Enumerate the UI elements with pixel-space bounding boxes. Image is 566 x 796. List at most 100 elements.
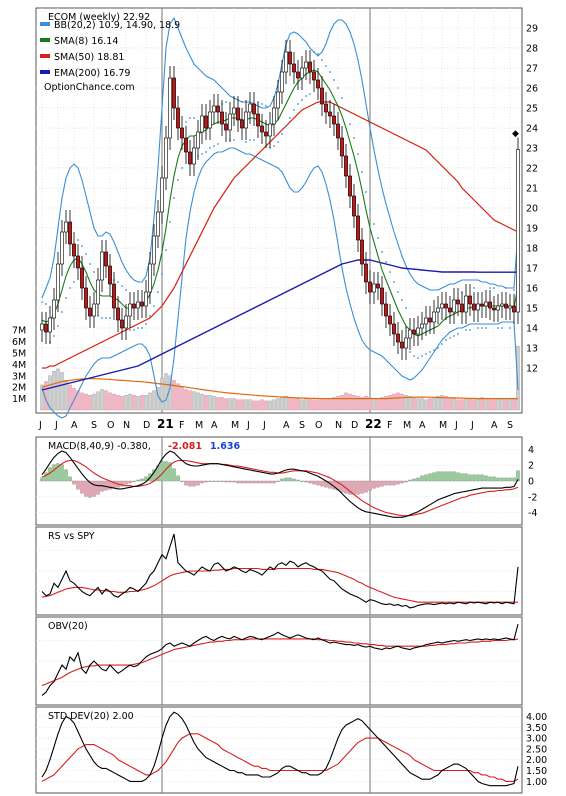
volume-bar: [320, 399, 324, 411]
candle-body: [336, 123, 340, 139]
psar-dot: [345, 109, 347, 111]
macd-hist-bar: [132, 480, 136, 482]
legend-ema200: EMA(200) 16.79: [54, 68, 130, 79]
volume-bar: [456, 399, 460, 411]
stddev-tick-2.00: 2.00: [526, 755, 547, 766]
macd-hist-bar: [340, 480, 344, 493]
macd-hist-bar: [452, 471, 456, 482]
volume-bar: [380, 397, 384, 411]
macd-hist-bar: [248, 480, 252, 484]
psar-dot: [241, 101, 243, 103]
candle-body: [508, 305, 512, 309]
x-label-22: 22: [365, 417, 382, 431]
candle-body: [68, 221, 72, 245]
psar-dot: [293, 109, 295, 111]
macd-hist-bar: [88, 480, 92, 498]
macd-hist-bar: [244, 480, 248, 484]
volume-bar: [276, 398, 280, 411]
candle-body: [196, 131, 200, 149]
macd-hist-bar: [204, 480, 208, 483]
candle-body: [412, 329, 416, 335]
candle-body: [516, 149, 520, 313]
candle-body: [436, 307, 440, 313]
psar-dot: [425, 353, 427, 355]
psar-dot: [385, 261, 387, 263]
rs-line: [41, 533, 519, 609]
candle-body: [296, 71, 300, 79]
price-tick-17: 17: [526, 264, 538, 275]
macd-hist-bar: [196, 480, 200, 486]
psar-dot: [105, 317, 107, 319]
candle-body: [328, 111, 332, 117]
volume-bar: [136, 396, 140, 411]
macd-hist-bar: [40, 477, 44, 482]
candle-body: [480, 303, 484, 307]
sma50-line: [42, 101, 519, 369]
psar-dot: [153, 305, 155, 307]
volume-tick-4M: 4M: [12, 360, 26, 371]
candle-body: [292, 63, 296, 73]
psar-dot: [365, 191, 367, 193]
volume-tick-3M: 3M: [12, 371, 26, 382]
candle-body: [468, 295, 472, 305]
psar-dot: [265, 105, 267, 107]
candle-body: [228, 113, 232, 131]
volume-bar: [396, 392, 400, 411]
candle-body: [280, 71, 284, 93]
macd-hist-bar: [288, 477, 292, 482]
volume-bar: [148, 392, 152, 411]
volume-bar: [80, 392, 84, 411]
price-tick-15: 15: [526, 304, 538, 315]
psar-dot: [261, 103, 263, 105]
macd-hist-bar: [472, 474, 476, 482]
psar-dot: [449, 337, 451, 339]
x-label-O: O: [107, 420, 114, 431]
macd-hist-bar: [280, 478, 284, 482]
candle-body: [40, 323, 44, 331]
price-title: ECOM (weekly) 22.92: [48, 12, 150, 23]
psar-dot: [497, 327, 499, 329]
volume-bar: [452, 398, 456, 411]
macd-hist-bar: [416, 477, 420, 482]
psar-dot: [41, 301, 43, 303]
candle-body: [72, 243, 76, 257]
candle-body: [504, 303, 508, 309]
macd-hist-bar: [252, 480, 256, 484]
volume-bar: [152, 390, 156, 411]
macd-hist-bar: [360, 480, 364, 494]
macd-hist-bar: [356, 480, 360, 495]
macd-hist-bar: [404, 480, 408, 483]
psar-dot: [201, 153, 203, 155]
volume-bar: [216, 397, 220, 411]
candle-body: [332, 115, 336, 125]
macd-hist-bar: [444, 471, 448, 482]
candle-body: [220, 111, 224, 125]
candle-body: [124, 315, 128, 329]
psar-dot: [373, 223, 375, 225]
psar-dot: [289, 117, 291, 119]
psar-dot: [189, 117, 191, 119]
candle-body: [252, 103, 256, 115]
candle-body: [476, 303, 480, 311]
volume-bar: [208, 394, 212, 411]
x-label-N: N: [335, 420, 342, 431]
psar-dot: [165, 249, 167, 251]
psar-dot: [317, 53, 319, 55]
volume-bar: [96, 391, 100, 411]
candle-body: [284, 51, 288, 73]
obv-panel: OBV(20): [35, 616, 523, 706]
psar-dot: [233, 139, 235, 141]
candle-body: [128, 303, 132, 317]
psar-dot: [65, 297, 67, 299]
volume-bar: [476, 398, 480, 411]
psar-dot: [457, 333, 459, 335]
psar-dot: [53, 335, 55, 337]
candle-body: [60, 231, 64, 265]
volume-bar: [356, 396, 360, 411]
volume-bar: [48, 375, 52, 411]
volume-bar: [244, 399, 248, 411]
volume-bar: [420, 398, 424, 411]
macd-title: MACD(8,40,9) -0.380,: [48, 441, 151, 452]
psar-dot: [205, 151, 207, 153]
